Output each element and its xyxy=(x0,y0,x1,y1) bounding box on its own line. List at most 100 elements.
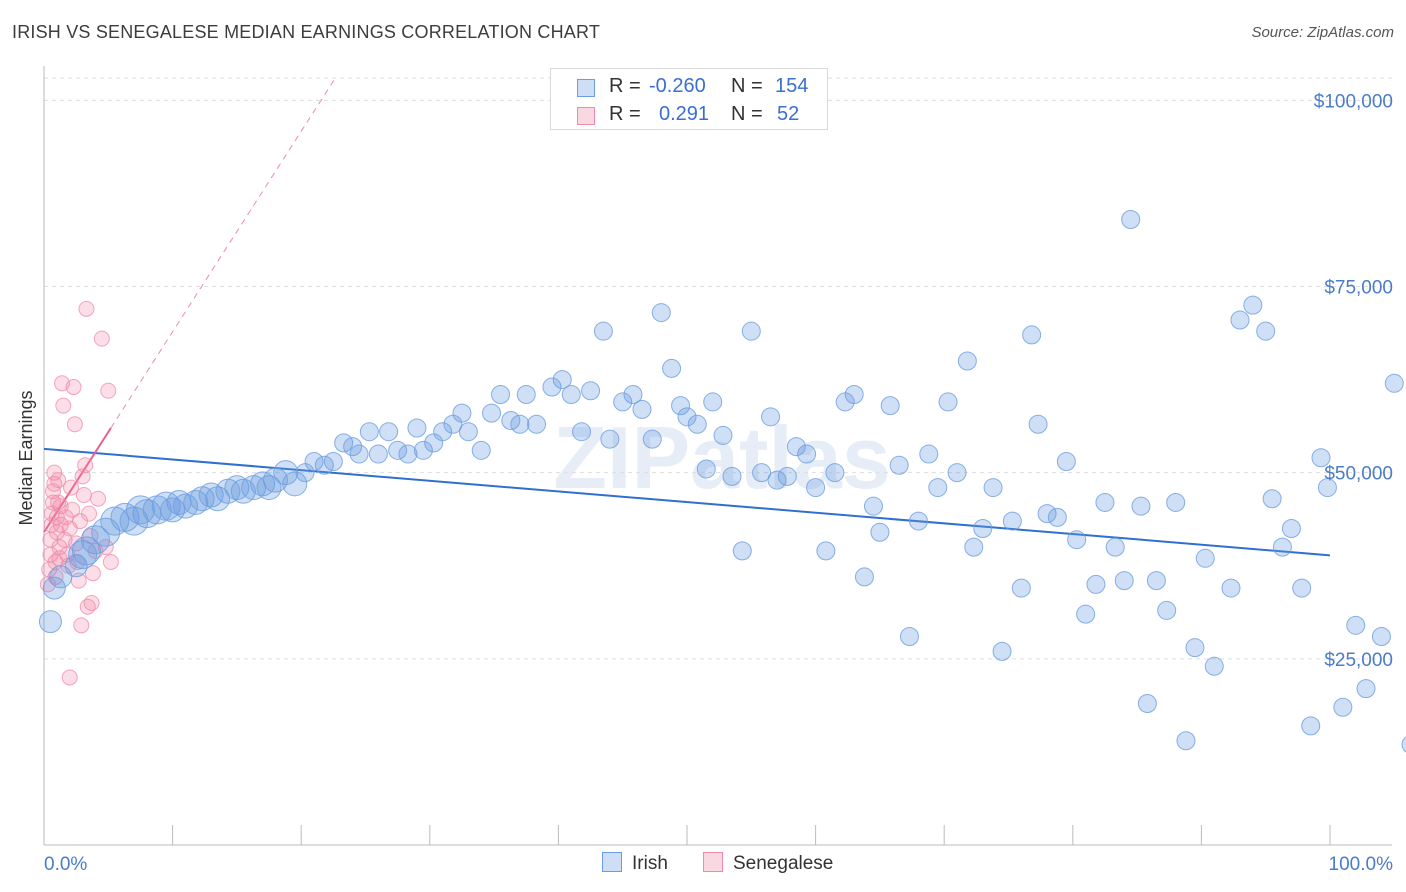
irish-point xyxy=(42,576,66,600)
y-tick-label: $100,000 xyxy=(1314,91,1393,112)
irish-point xyxy=(600,429,620,449)
senegalese-point xyxy=(97,539,114,556)
irish-point xyxy=(1333,697,1353,717)
irish-point xyxy=(816,541,836,561)
x-tick-label-max: 100.0% xyxy=(1329,854,1394,875)
senegalese-point xyxy=(65,379,82,396)
irish-point xyxy=(510,414,530,434)
irish-point xyxy=(64,554,88,578)
legend-row-irish: R = -0.260 N = 154 xyxy=(551,73,827,101)
irish-point xyxy=(1272,537,1292,557)
irish-point xyxy=(1317,478,1337,498)
irish-point xyxy=(767,470,787,490)
irish-point xyxy=(1095,492,1115,512)
irish-point xyxy=(1204,656,1224,676)
y-axis-label: Median Earnings xyxy=(16,390,36,525)
irish-point xyxy=(1243,295,1263,315)
senegalese-legend-swatch-icon xyxy=(703,852,723,872)
irish-point xyxy=(1131,496,1151,516)
senegalese-point xyxy=(83,594,100,611)
irish-point xyxy=(1230,310,1250,330)
irish-point xyxy=(1292,578,1312,598)
irish-point xyxy=(899,626,919,646)
irish-point xyxy=(1157,600,1177,620)
irish-point xyxy=(581,381,601,401)
irish-point xyxy=(527,414,547,434)
irish-point xyxy=(741,321,761,341)
irish-point xyxy=(183,489,209,515)
senegalese-point xyxy=(45,494,62,511)
senegalese-point xyxy=(46,464,63,481)
irish-point xyxy=(304,452,324,471)
source-credit: Source: ZipAtlas.com xyxy=(1251,24,1394,41)
irish-point xyxy=(1384,373,1404,393)
irish-point xyxy=(230,478,256,504)
irish-point xyxy=(1262,489,1282,509)
irish-point xyxy=(256,475,282,501)
senegalese-point xyxy=(55,397,72,414)
irish-point xyxy=(413,440,433,460)
irish-point xyxy=(398,444,418,464)
senegalese-trend-extension xyxy=(110,77,336,429)
irish-point xyxy=(1114,571,1134,591)
irish-point xyxy=(889,455,909,475)
irish-point xyxy=(471,440,491,460)
chart-title: IRISH VS SENEGALESE MEDIAN EARNINGS CORR… xyxy=(12,22,601,42)
irish-swatch-icon xyxy=(577,79,595,97)
irish-point xyxy=(1037,504,1057,524)
senegalese-point xyxy=(90,490,107,507)
irish-point xyxy=(919,444,939,464)
r-value-irish: -0.260 xyxy=(649,75,706,97)
r-label: R = xyxy=(609,103,641,125)
irish-point xyxy=(343,437,363,457)
irish-point xyxy=(752,463,772,483)
irish-point xyxy=(973,519,993,539)
y-tick-label: $75,000 xyxy=(1324,278,1393,299)
data-points xyxy=(38,209,1406,753)
irish-point xyxy=(458,422,478,442)
legend-row-senegalese: R = 0.291 N = 52 xyxy=(551,101,827,129)
irish-point xyxy=(1371,626,1391,646)
irish-point xyxy=(172,493,198,519)
irish-point xyxy=(262,467,288,493)
irish-point xyxy=(359,422,379,442)
irish-point xyxy=(632,399,652,419)
senegalese-swatch-icon xyxy=(577,107,595,125)
senegalese-trend-line xyxy=(43,427,112,533)
y-tick-label: $50,000 xyxy=(1324,464,1393,485)
irish-point xyxy=(1281,519,1301,539)
irish-point xyxy=(844,384,864,404)
irish-point xyxy=(1076,604,1096,624)
irish-point xyxy=(732,541,752,561)
senegalese-point xyxy=(78,300,95,317)
irish-point xyxy=(80,525,110,555)
irish-point xyxy=(777,466,797,486)
irish-point xyxy=(677,407,697,427)
irish-point xyxy=(947,463,967,483)
irish-point xyxy=(323,452,343,471)
irish-point xyxy=(1086,574,1106,594)
watermark: ZIPatlas xyxy=(553,408,890,507)
r-label: R = xyxy=(609,75,641,97)
n-value-senegalese: 52 xyxy=(777,103,800,125)
irish-point xyxy=(1047,507,1067,527)
irish-point xyxy=(593,321,613,341)
irish-point xyxy=(1166,492,1186,512)
irish-point xyxy=(623,384,643,404)
irish-point xyxy=(687,414,707,434)
senegalese-point xyxy=(66,416,83,433)
irish-point xyxy=(870,522,890,542)
irish-point xyxy=(1028,414,1048,434)
irish-point xyxy=(1401,736,1406,753)
senegalese-point xyxy=(64,501,81,518)
irish-point xyxy=(1002,511,1022,531)
n-label: N = xyxy=(731,75,763,97)
irish-point xyxy=(806,478,826,498)
irish-point xyxy=(552,370,572,390)
irish-point xyxy=(433,422,453,442)
irish-point xyxy=(38,610,62,634)
irish-point xyxy=(696,459,716,479)
irish-point xyxy=(722,466,742,486)
irish-point xyxy=(642,429,662,449)
irish-point xyxy=(349,444,369,464)
